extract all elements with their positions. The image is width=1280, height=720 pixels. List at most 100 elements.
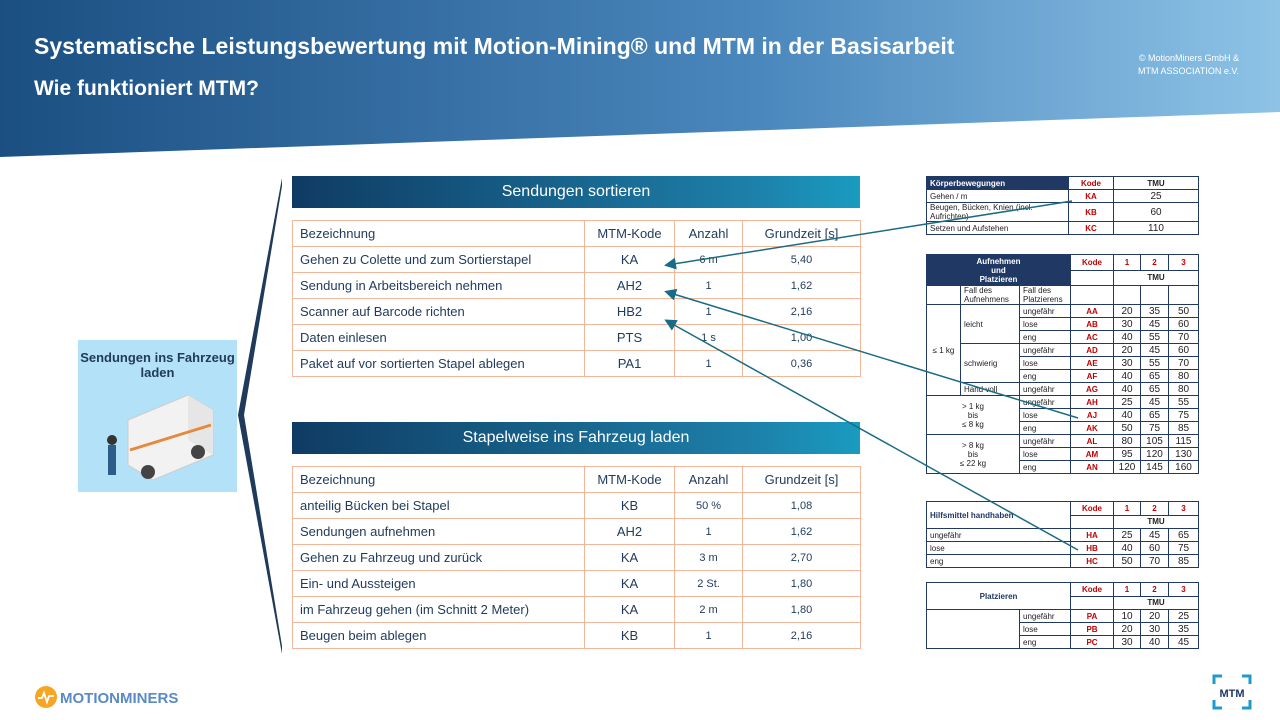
table-cell: ≤ 1 kg [926,304,961,396]
table-cell: 65 [1140,408,1169,422]
table-cell: 20 [1140,609,1170,623]
table-cell: AM [1070,447,1114,461]
table-cell: Gehen / m [926,189,1069,203]
table-cell: TMU [1113,269,1199,286]
table-row: Gehen zu Colette und zum Sortierstapel KA… [292,246,861,273]
van-illustration [107,394,214,481]
table-cell: 80 [1113,434,1141,448]
table-cell: lose [1019,447,1071,461]
table-cell: AH [1070,395,1114,409]
table-cell: 1 [1113,254,1141,271]
process-card: Sendungen ins Fahrzeug laden [78,340,237,492]
table-cell: 20 [1113,343,1141,357]
table-cell [926,609,1020,649]
table-row: Platzieren Kode 1 2 3 [925,582,1200,610]
table-cell [1070,285,1114,305]
table-cell: 50 [1113,554,1141,568]
table-row: Beugen beim ablegen KB 1 2,16 [292,622,861,649]
table-cell: 3 [1168,582,1200,597]
ref-table: Körperbewegungen Kode TMU Gehen / m KA 25 Beug… [926,176,1199,235]
table-cell: Aufnehmen und Platzieren [926,254,1071,286]
table-cell: KA [1068,189,1114,203]
table-cell: HB [1070,541,1114,555]
table-cell: Daten einlesen [292,324,585,351]
table-row: Bezeichnung MTM-Kode Anzahl Grundzeit [s] [292,220,861,247]
table-cell: lose [1019,317,1071,331]
table-cell: ungefähr [1019,395,1071,409]
table-cell: 2 St. [674,570,743,597]
table-cell [1070,269,1114,286]
table-cell: Grundzeit [s] [742,466,861,493]
table-cell: KA [584,246,675,273]
table-cell: 30 [1140,622,1170,636]
table-cell: Sendungen aufnehmen [292,518,585,545]
table-row: eng PC 30 40 45 [927,635,1200,649]
table-cell: eng [1019,460,1071,474]
table-cell: Kode [1068,176,1114,190]
table-cell: Scanner auf Barcode richten [292,298,585,325]
table-cell: KA [584,544,675,571]
table-cell: 1 [674,272,743,299]
table-cell: 1 [1113,582,1142,597]
table-cell: AK [1070,421,1114,435]
table-row: lose PB 20 30 35 [927,622,1200,636]
table-cell: 40 [1113,330,1141,344]
table-cell: 40 [1113,369,1141,383]
table-cell: 30 [1113,356,1141,370]
table-cell: 1 [1113,501,1141,516]
table-cell: MTM-Kode [584,466,675,493]
table-cell: 45 [1140,395,1169,409]
table-cell: 45 [1168,635,1200,649]
table-cell: PC [1070,635,1115,649]
table-row: schwierig ungefähr AD 20 45 60 [927,343,1199,383]
table-cell: 6 m [674,246,743,273]
table-cell: 75 [1168,408,1199,422]
table-cell: AH2 [584,272,675,299]
table-cell: 60 [1140,541,1169,555]
table-cell: ungefähr [1018,609,1072,623]
table-cell: KC [1068,221,1114,235]
table-cell: Platzieren [925,582,1072,610]
table-cell: KB [1068,202,1114,222]
table-cell: lose [1019,356,1071,370]
table-cell: Fall des Platzierens [1019,285,1071,305]
table-cell: 35 [1140,304,1169,318]
table-cell: KA [584,570,675,597]
table-cell: 3 [1168,254,1199,271]
table-cell: KB [584,492,675,519]
table-cell: 1,80 [742,570,861,597]
table-row: > 8 kg bis ≤ 22 kg ungefähr AL 80 105 115 [926,434,1199,474]
table-cell: 130 [1168,447,1199,461]
ref-table: Aufnehmen und Platzieren Kode 1 2 3 TMU Fall d… [926,254,1199,474]
table-cell: Setzen und Aufstehen [926,221,1069,235]
ref-table: Platzieren Kode 1 2 3 TMU ungefähr PA 10 20 25 lose… [925,582,1200,649]
table-cell: ungefähr [1019,434,1071,448]
table-cell: schwierig [960,343,1020,383]
table-cell: Bezeichnung [292,466,585,493]
table-row: anteilig Bücken bei Stapel KB 50 % 1,08 [292,492,861,519]
table-cell: im Fahrzeug gehen (im Schnitt 2 Meter) [292,596,585,623]
table-cell: Körperbewegungen [926,176,1069,190]
table-cell: Kode [1070,501,1114,516]
table-cell: 1 s [674,324,743,351]
logo-text: MTM [1219,688,1244,700]
table-cell: 160 [1168,460,1199,474]
table-cell: 55 [1140,330,1169,344]
table-cell: 40 [1113,408,1141,422]
copyright: © MotionMiners GmbH & MTM ASSOCIATION e.V… [1138,52,1239,78]
ref-table: Hilfsmittel handhaben Kode 1 2 3 TMU ungefähr H… [926,501,1199,568]
table-row: Sendungen aufnehmen AH2 1 1,62 [292,518,861,545]
table-cell: 10 [1113,609,1142,623]
table-row: Fall des Aufnehmens Fall des Platzierens [926,285,1199,305]
header-band [0,0,1280,157]
bracket [238,178,282,654]
section-title: Stapelweise ins Fahrzeug laden [292,422,860,454]
table-row: Paket auf vor sortierten Stapel ablegen P… [292,350,861,377]
table-cell: Kode [1070,582,1115,597]
table-cell: 120 [1140,447,1169,461]
table-cell: 2,16 [742,298,861,325]
table-cell: anteilig Bücken bei Stapel [292,492,585,519]
table-cell [1070,595,1115,610]
table-cell: KB [584,622,675,649]
